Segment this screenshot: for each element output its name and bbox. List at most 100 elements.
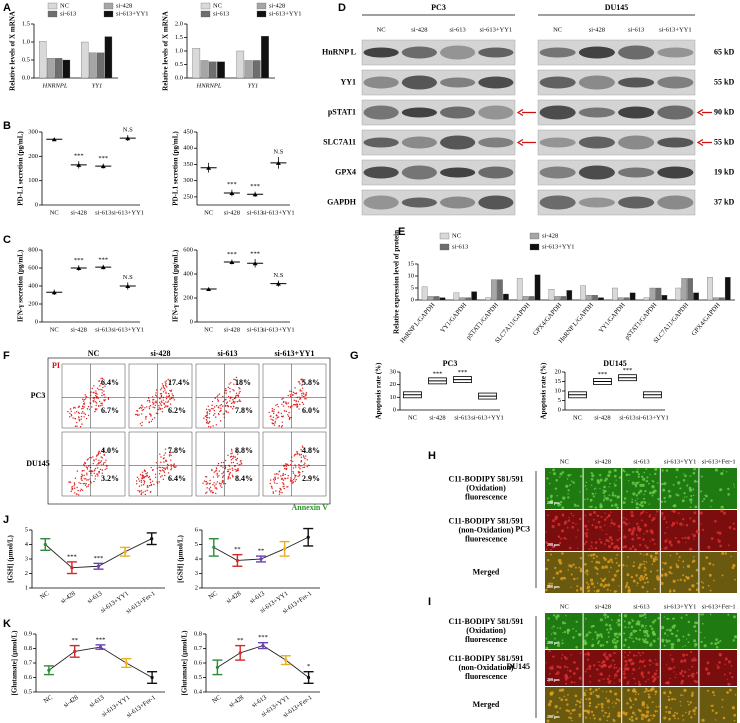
signal-dot: [606, 588, 609, 591]
event-dot: [161, 383, 164, 385]
signal-dot: [604, 512, 606, 514]
signal-dot: [724, 552, 727, 555]
signal-dot: [584, 636, 586, 638]
protein-label: GPX4: [335, 167, 356, 176]
event-dot: [100, 388, 102, 391]
event-dot: [295, 392, 298, 394]
mean-marker: [125, 284, 131, 288]
signal-dot: [679, 487, 682, 490]
blot-band: [440, 45, 476, 60]
signal-dot: [551, 519, 555, 523]
signal-dot: [566, 666, 569, 669]
event-dot: [298, 381, 301, 383]
signal-dot: [700, 581, 703, 583]
signal-dot: [594, 525, 598, 529]
event-dot: [277, 416, 280, 418]
event-dot: [80, 412, 83, 414]
significance-label: **: [234, 546, 241, 553]
event-dot: [271, 422, 273, 424]
event-dot: [170, 390, 172, 393]
signal-dot: [722, 716, 726, 720]
signal-dot: [666, 538, 668, 541]
signal-dot: [645, 511, 648, 514]
bar: [421, 286, 428, 301]
signal-dot: [546, 558, 550, 562]
event-dot: [141, 471, 144, 473]
signal-dot: [564, 520, 568, 524]
event-dot: [76, 421, 78, 424]
signal-dot: [586, 528, 589, 531]
event-dot: [270, 418, 272, 420]
event-dot: [90, 472, 92, 475]
signal-dot: [588, 548, 591, 550]
legend-swatch: [200, 10, 211, 18]
signal-dot: [615, 590, 618, 592]
signal-dot: [624, 626, 627, 629]
event-dot: [301, 381, 304, 383]
event-dot: [147, 397, 150, 399]
event-dot: [215, 469, 217, 472]
event-dot: [298, 453, 301, 456]
signal-dot: [734, 578, 737, 581]
event-dot: [301, 384, 303, 386]
event-dot: [280, 489, 282, 491]
signal-dot: [599, 672, 603, 676]
signal-dot: [690, 673, 694, 677]
signal-dot: [643, 664, 646, 668]
signal-dot: [547, 702, 552, 707]
signal-dot: [653, 677, 657, 680]
event-dot: [224, 390, 227, 392]
signal-dot: [672, 617, 675, 620]
signal-dot: [614, 702, 617, 705]
event-dot: [240, 462, 242, 464]
signal-dot: [572, 563, 575, 566]
signal-dot: [642, 477, 646, 481]
event-dot: [295, 466, 297, 468]
event-dot: [107, 398, 110, 400]
event-dot: [209, 409, 211, 411]
signal-dot: [701, 718, 705, 722]
significance-label: **: [237, 637, 244, 644]
event-dot: [165, 380, 168, 382]
event-dot: [281, 478, 283, 481]
signal-dot: [654, 467, 658, 471]
signal-dot: [627, 528, 631, 532]
event-dot: [232, 405, 235, 408]
legend-swatch: [47, 10, 58, 18]
signal-dot: [733, 527, 736, 531]
signal-dot: [627, 556, 629, 559]
event-dot: [229, 477, 231, 479]
point: [150, 675, 154, 680]
signal-dot: [564, 675, 568, 679]
signal-dot: [676, 629, 679, 632]
event-dot: [225, 405, 227, 407]
signal-dot: [559, 472, 563, 476]
event-dot: [286, 486, 288, 488]
event-dot: [230, 453, 232, 455]
event-dot: [101, 394, 103, 397]
event-dot: [291, 482, 294, 484]
signal-dot: [646, 690, 649, 692]
signal-dot: [683, 473, 685, 475]
event-dot: [238, 399, 241, 401]
event-dot: [301, 445, 304, 447]
signal-dot: [657, 578, 660, 581]
signal-dot: [646, 476, 649, 479]
blot-band: [440, 167, 476, 178]
signal-dot: [589, 681, 592, 683]
event-dot: [299, 468, 301, 470]
legend-swatch: [439, 232, 450, 240]
event-dot: [236, 462, 238, 465]
x-tick-label: si-613+Fer-1: [125, 694, 157, 719]
event-dot: [169, 389, 171, 392]
signal-dot: [637, 491, 641, 495]
row-label: C11-BODIPY 581/591: [448, 654, 523, 663]
y-tick-label: 15: [555, 378, 562, 385]
event-dot: [163, 471, 166, 473]
signal-dot: [562, 496, 566, 500]
event-dot: [172, 397, 174, 399]
signal-dot: [655, 669, 658, 672]
event-dot: [207, 405, 209, 407]
signal-dot: [572, 627, 575, 630]
signal-dot: [610, 504, 614, 507]
